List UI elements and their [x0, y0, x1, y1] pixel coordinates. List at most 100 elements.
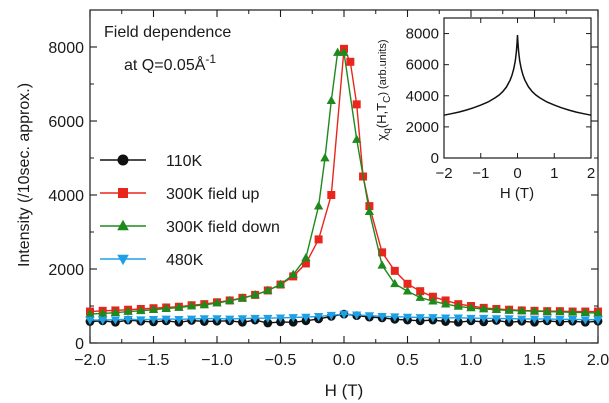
data-point	[85, 316, 95, 326]
x-tick-label: 0.5	[396, 352, 418, 369]
inset-series-group	[443, 35, 592, 116]
data-point	[250, 314, 260, 324]
data-point	[352, 311, 362, 320]
data-point	[237, 293, 248, 302]
data-point	[199, 315, 209, 324]
data-point	[593, 308, 603, 317]
inset-y-label-subscript: q	[382, 128, 393, 134]
y-tick-label: 4000	[48, 188, 84, 205]
legend-label: 110K	[166, 153, 203, 170]
data-point	[517, 305, 527, 315]
data-point	[542, 315, 552, 324]
inset-x-axis-label: H (T)	[500, 185, 534, 202]
y-tick-label: 6000	[48, 114, 84, 131]
data-point	[237, 315, 248, 324]
inset-x-tick-label: −1	[472, 165, 489, 182]
inset-y-tick-label: 4000	[406, 88, 439, 105]
data-point	[275, 279, 286, 288]
data-point	[301, 313, 311, 323]
data-point	[301, 252, 311, 262]
main-x-axis-ticks: −2.0 −1.5 −1.0 −0.5 0.0 0.5 1.0 1.5 2.0	[74, 10, 609, 369]
main-series-group	[85, 44, 603, 328]
data-point	[225, 315, 235, 324]
inset-y-label-paren: (H,T	[374, 103, 389, 128]
data-point	[288, 314, 298, 323]
legend-label: 480K	[166, 252, 204, 269]
data-point	[416, 287, 425, 296]
data-point	[403, 279, 412, 288]
y-tick-label: 2000	[48, 262, 84, 279]
data-point	[415, 292, 425, 301]
data-point	[301, 259, 310, 268]
data-point	[491, 304, 502, 314]
inset-y-tick-label: 2000	[406, 119, 439, 136]
data-point	[479, 304, 489, 313]
inset-x-axis-ticks: −2 −1 0 1 2	[435, 18, 595, 182]
annotation-line-2-superscript: -1	[205, 52, 216, 66]
data-point	[491, 315, 502, 324]
annotation-line-1: Field dependence	[104, 24, 231, 41]
legend-marker	[117, 254, 129, 266]
x-tick-label: 1.0	[460, 352, 482, 369]
data-point	[567, 307, 578, 316]
data-point	[186, 301, 197, 310]
data-point	[415, 314, 425, 323]
data-point	[98, 308, 108, 317]
inset-y-tick-label: 0	[431, 150, 439, 167]
data-point	[148, 304, 159, 314]
data-point	[110, 307, 121, 317]
data-point	[390, 278, 400, 288]
data-point	[529, 306, 540, 315]
data-point	[453, 301, 463, 310]
data-point	[440, 299, 451, 308]
data-point	[428, 296, 438, 305]
data-point	[250, 289, 260, 299]
data-point	[453, 314, 463, 323]
data-point	[428, 314, 438, 323]
data-point	[402, 286, 413, 295]
data-point	[327, 191, 336, 199]
data-point	[555, 306, 565, 316]
inset-y-axis-ticks: 0 2000 4000 6000 8000	[406, 26, 591, 167]
data-point	[339, 310, 349, 320]
data-point	[174, 302, 184, 311]
data-point	[161, 303, 171, 312]
data-point	[313, 201, 324, 210]
data-point	[364, 206, 375, 216]
data-point	[466, 302, 476, 312]
x-tick-label: 1.5	[523, 352, 545, 369]
data-point	[326, 311, 336, 321]
data-point	[186, 315, 197, 324]
data-point	[390, 266, 399, 275]
data-point	[212, 298, 222, 307]
data-point	[346, 57, 355, 66]
inset-x-tick-label: −2	[435, 165, 452, 182]
inset-y-label-tail: ) (arb.units)	[377, 39, 389, 95]
data-point	[110, 316, 121, 325]
inset-y-tick-label: 8000	[406, 26, 439, 43]
data-point	[390, 313, 400, 322]
x-tick-label: −0.5	[265, 352, 297, 369]
data-point	[580, 316, 590, 325]
data-point	[377, 260, 387, 269]
data-point	[555, 315, 565, 325]
legend-marker	[118, 188, 128, 198]
inset-y-label-symbol: χ	[374, 134, 389, 141]
data-point	[504, 305, 514, 314]
data-point	[365, 202, 374, 211]
data-point	[567, 315, 578, 325]
data-point	[440, 314, 451, 323]
inset-x-tick-label: 1	[550, 165, 558, 182]
legend-marker	[117, 154, 129, 166]
data-point	[402, 313, 413, 323]
data-point	[275, 314, 286, 323]
data-point	[174, 315, 184, 325]
y-tick-label: 0	[75, 336, 84, 353]
data-point	[123, 306, 133, 315]
data-point	[479, 314, 489, 324]
data-point	[263, 285, 273, 294]
data-point	[314, 235, 323, 244]
data-point	[313, 313, 324, 322]
legend: 110K 300K field up 300K field down 480K	[100, 153, 280, 269]
